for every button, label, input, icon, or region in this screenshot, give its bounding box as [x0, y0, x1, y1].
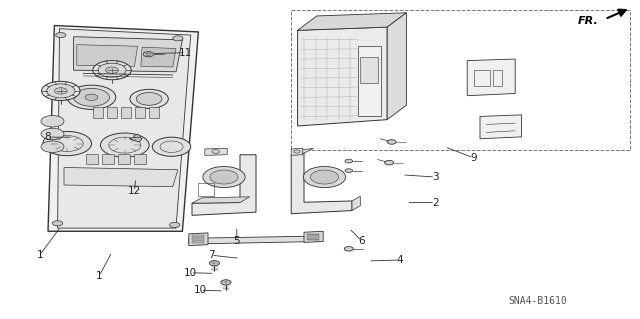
Polygon shape: [205, 148, 227, 155]
Polygon shape: [48, 26, 198, 231]
Circle shape: [100, 133, 149, 157]
Text: 5: 5: [234, 236, 240, 246]
Bar: [192, 235, 204, 237]
Circle shape: [209, 261, 220, 266]
Bar: [307, 236, 319, 238]
Polygon shape: [102, 154, 114, 164]
Polygon shape: [64, 167, 178, 187]
Bar: [307, 239, 319, 240]
Circle shape: [41, 128, 64, 140]
Circle shape: [85, 94, 98, 100]
Bar: [493, 70, 502, 86]
Polygon shape: [352, 196, 360, 211]
Polygon shape: [118, 154, 130, 164]
Polygon shape: [480, 115, 522, 139]
Circle shape: [43, 131, 92, 156]
Text: 3: 3: [432, 172, 438, 182]
Polygon shape: [291, 153, 352, 214]
Circle shape: [221, 280, 231, 285]
Text: 10: 10: [194, 285, 207, 295]
Polygon shape: [467, 59, 515, 96]
Bar: [360, 57, 378, 83]
Polygon shape: [149, 107, 159, 118]
Polygon shape: [291, 148, 303, 155]
Circle shape: [173, 36, 183, 41]
Circle shape: [47, 84, 75, 98]
Polygon shape: [192, 197, 250, 203]
Circle shape: [294, 150, 300, 153]
Circle shape: [344, 247, 353, 251]
Circle shape: [143, 52, 154, 57]
Polygon shape: [298, 27, 387, 126]
Polygon shape: [189, 236, 320, 244]
Circle shape: [74, 88, 109, 106]
Polygon shape: [93, 107, 103, 118]
Polygon shape: [387, 13, 406, 120]
Circle shape: [345, 159, 353, 163]
Polygon shape: [58, 29, 191, 228]
Circle shape: [41, 141, 64, 152]
Circle shape: [136, 93, 162, 105]
Polygon shape: [298, 13, 406, 30]
Bar: [307, 234, 319, 235]
Circle shape: [345, 169, 353, 173]
Text: 4: 4: [397, 255, 403, 265]
Text: 2: 2: [432, 197, 438, 208]
Polygon shape: [304, 231, 323, 242]
Text: 11: 11: [179, 48, 192, 58]
Bar: [198, 183, 214, 196]
Bar: [192, 241, 204, 243]
Bar: [474, 70, 490, 86]
Text: 6: 6: [358, 236, 365, 246]
Polygon shape: [134, 154, 146, 164]
Circle shape: [212, 150, 220, 153]
Polygon shape: [77, 45, 138, 66]
Circle shape: [387, 140, 396, 144]
Text: FR.: FR.: [578, 16, 598, 26]
Text: 8: 8: [44, 132, 51, 142]
Polygon shape: [141, 47, 176, 67]
Bar: [358, 46, 381, 116]
Circle shape: [54, 88, 67, 94]
Text: SNA4-B1610: SNA4-B1610: [508, 296, 567, 307]
Polygon shape: [291, 148, 314, 155]
Circle shape: [56, 33, 66, 38]
Circle shape: [134, 135, 140, 138]
Text: 1: 1: [36, 250, 43, 260]
Polygon shape: [121, 107, 131, 118]
Text: 9: 9: [470, 153, 477, 163]
Circle shape: [310, 170, 339, 184]
Polygon shape: [107, 107, 117, 118]
Circle shape: [130, 89, 168, 108]
Circle shape: [106, 67, 118, 73]
Polygon shape: [189, 233, 208, 246]
Polygon shape: [74, 37, 182, 72]
Circle shape: [146, 53, 151, 56]
Text: 10: 10: [184, 268, 197, 278]
Circle shape: [52, 221, 63, 226]
Polygon shape: [129, 136, 142, 142]
Polygon shape: [86, 154, 98, 164]
Circle shape: [93, 61, 131, 80]
Polygon shape: [135, 107, 145, 118]
Circle shape: [42, 81, 80, 100]
Polygon shape: [192, 155, 256, 215]
Circle shape: [170, 222, 180, 227]
Text: 1: 1: [96, 271, 102, 281]
Text: 12: 12: [128, 186, 141, 197]
Bar: [291, 10, 630, 150]
Circle shape: [98, 63, 126, 77]
Circle shape: [385, 160, 394, 165]
Circle shape: [303, 167, 346, 188]
Circle shape: [203, 167, 245, 188]
Text: 7: 7: [208, 250, 214, 260]
Circle shape: [152, 137, 191, 156]
Circle shape: [41, 115, 64, 127]
Bar: [192, 238, 204, 240]
Circle shape: [67, 85, 116, 109]
Circle shape: [210, 170, 238, 184]
